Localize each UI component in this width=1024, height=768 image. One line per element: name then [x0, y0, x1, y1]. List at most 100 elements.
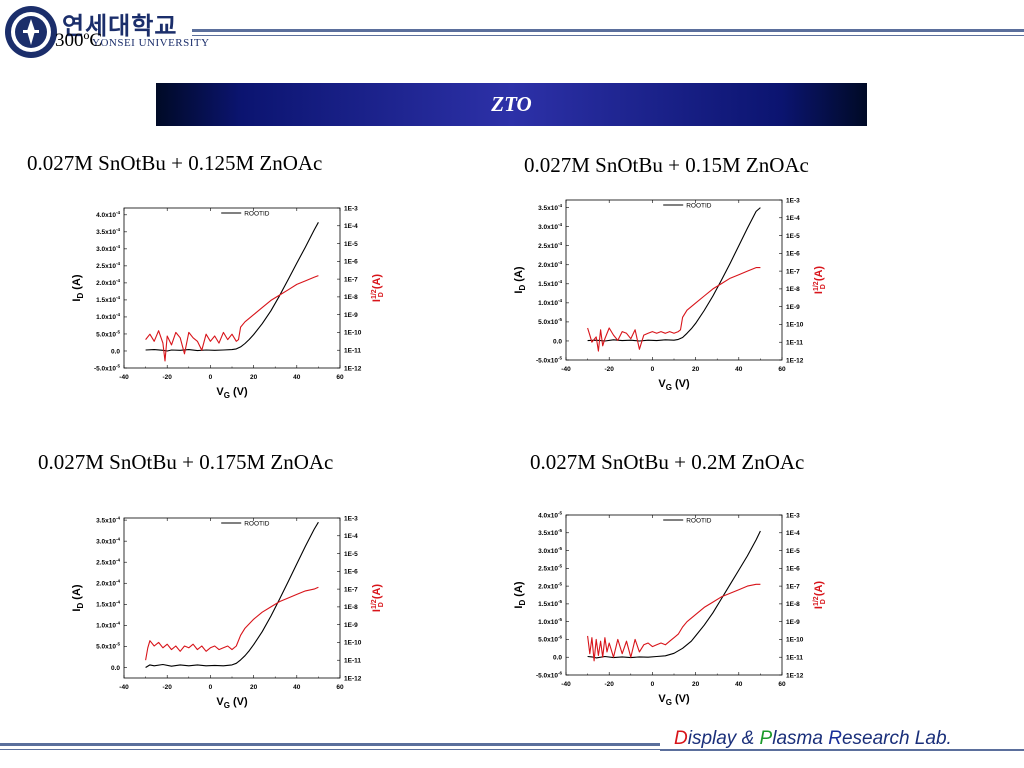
y2-tick-label: 1E-6 [786, 251, 800, 258]
y2-tick-label: 1E-7 [786, 583, 800, 590]
header-rule-thin [192, 35, 1024, 36]
y2-tick-label: 1E-4 [786, 530, 800, 537]
y-tick-label: 1.0x10-4 [96, 621, 120, 630]
x-tick-label: 20 [250, 684, 258, 691]
id-series-line [145, 222, 319, 352]
university-name-english: YONSEI UNIVERSITY [92, 37, 210, 49]
x-tick-label: -20 [162, 374, 172, 381]
y2-tick-label: 1E-10 [786, 322, 804, 329]
chart-4-svg: -40 -20 0 20 40 60 -5.0x10-6 0.0 5.0x10-6 1.0x10-… [513, 510, 827, 707]
y-tick-label: 1.5x10-4 [538, 279, 562, 288]
y-tick-label: -5.0x10-6 [536, 670, 563, 679]
header-rule [192, 29, 1024, 32]
chart-1-svg: -40 -20 0 20 40 60 -5.0x10-5 0.0 5.0x10-5 1.0x10-… [71, 205, 385, 400]
x-axis-title: VG (V) [658, 693, 690, 707]
y-tick-label: 3.5x10-4 [538, 203, 562, 212]
x-tick-label: 20 [692, 681, 700, 688]
y2-tick-label: 1E-8 [344, 294, 358, 301]
chart-3-caption: 0.027M SnOtBu + 0.175M ZnOAc [38, 450, 334, 474]
y2-axis-title: I1/2D (A) [813, 266, 827, 295]
y-tick-label: 3.0x10-4 [538, 222, 562, 231]
y2-tick-label: 1E-5 [786, 233, 800, 240]
y2-tick-label: 1E-11 [786, 340, 803, 347]
chart-2-svg: -40 -20 0 20 40 60 -5.0x10-5 0.0 5.0x10-5 1.0x10-… [513, 197, 827, 392]
x-tick-label: -20 [604, 681, 614, 688]
x-axis-title: VG (V) [216, 696, 248, 710]
y2-tick-label: 1E-9 [344, 312, 358, 319]
y2-tick-label: 1E-3 [344, 205, 358, 212]
y-tick-label: 2.5x10-4 [96, 261, 120, 270]
banner-title: ZTO [491, 92, 532, 116]
sqrt-id-series-line [587, 583, 761, 662]
y-tick-label: 1.0x10-4 [96, 312, 120, 321]
chart-4-caption: 0.027M SnOtBu + 0.2M ZnOAc [530, 450, 805, 474]
x-tick-label: -40 [561, 366, 571, 373]
x-tick-label: 40 [735, 681, 743, 688]
y-tick-label: 5.0x10-6 [538, 635, 562, 644]
y2-axis-title: I1/2D (A) [813, 581, 827, 610]
plot-frame [123, 207, 341, 369]
footer-rule [0, 743, 660, 746]
y-tick-label: 2.0x10-4 [538, 260, 562, 269]
y-tick-label: 4.0x10-5 [538, 510, 562, 519]
legend-label: ROOTID [244, 520, 270, 527]
y-tick-label: 0.0 [111, 348, 120, 355]
y2-tick-label: 1E-5 [344, 551, 358, 558]
y-tick-label: 2.0x10-4 [96, 278, 120, 287]
y-tick-label: 5.0x10-5 [538, 317, 562, 326]
temperature-label: 300ºC [55, 30, 103, 51]
y-tick-label: 3.5x10-4 [96, 227, 120, 236]
chart-panel-3: -40 -20 0 20 40 60 0.0 5.0x10-5 1.0x10-4 1.5x10-4… [66, 510, 396, 710]
y2-tick-label: 1E-12 [786, 672, 804, 679]
y-tick-label: 3.0x10-4 [96, 536, 120, 545]
x-tick-label: -20 [162, 684, 172, 691]
y2-tick-label: 1E-7 [344, 276, 358, 283]
y-tick-label: 1.0x10-5 [538, 617, 562, 626]
y2-tick-label: 1E-7 [344, 586, 358, 593]
y2-tick-label: 1E-3 [786, 197, 800, 204]
y-tick-label: 2.5x10-4 [96, 558, 120, 567]
y-axis-title: ID (A) [71, 584, 85, 612]
y2-tick-label: 1E-6 [344, 259, 358, 266]
y2-tick-label: 1E-5 [344, 241, 358, 248]
id-series-line [587, 530, 761, 659]
y2-tick-label: 1E-10 [786, 637, 804, 644]
y-tick-label: 2.5x10-5 [538, 564, 562, 573]
y-tick-label: 5.0x10-5 [96, 329, 120, 338]
x-axis-title: VG (V) [216, 386, 248, 400]
lab-name: Display & Plasma Research Lab. [674, 728, 952, 749]
y-tick-label: 2.0x10-4 [96, 579, 120, 588]
y-tick-label: 3.5x10-4 [96, 515, 120, 524]
title-banner: ZTO [156, 83, 867, 126]
y2-tick-label: 1E-5 [786, 548, 800, 555]
footer-rule-thin [0, 749, 660, 750]
y2-tick-label: 1E-3 [786, 512, 800, 519]
y-tick-label: -5.0x10-5 [94, 363, 121, 372]
x-tick-label: 20 [250, 374, 258, 381]
chart-1-caption: 0.027M SnOtBu + 0.125M ZnOAc [27, 151, 323, 175]
id-series-line [145, 521, 319, 668]
y2-tick-label: 1E-7 [786, 268, 800, 275]
y-tick-label: 1.5x10-4 [96, 600, 120, 609]
y2-tick-label: 1E-12 [344, 365, 362, 372]
y2-tick-label: 1E-6 [344, 569, 358, 576]
x-tick-label: 0 [651, 681, 655, 688]
y-tick-label: 4.0x10-4 [96, 210, 120, 219]
y-tick-label: 2.5x10-4 [538, 241, 562, 250]
x-tick-label: 0 [651, 366, 655, 373]
y-axis-title: ID (A) [513, 266, 527, 294]
y2-axis-title: I1/2D (A) [371, 584, 385, 613]
y-tick-label: 1.5x10-5 [538, 599, 562, 608]
y-tick-label: 1.5x10-4 [96, 295, 120, 304]
chart-3-svg: -40 -20 0 20 40 60 0.0 5.0x10-5 1.0x10-4 1.5x10-4… [71, 515, 385, 710]
footer-rule-right [660, 749, 1024, 751]
id-series-line [587, 207, 761, 342]
legend-label: ROOTID [686, 517, 712, 524]
y2-tick-label: 1E-10 [344, 640, 362, 647]
x-tick-label: -40 [561, 681, 571, 688]
plot-frame [565, 514, 783, 676]
x-tick-label: 60 [336, 374, 344, 381]
sqrt-id-series-line [145, 586, 319, 661]
y2-tick-label: 1E-8 [786, 601, 800, 608]
x-tick-label: 40 [293, 374, 301, 381]
